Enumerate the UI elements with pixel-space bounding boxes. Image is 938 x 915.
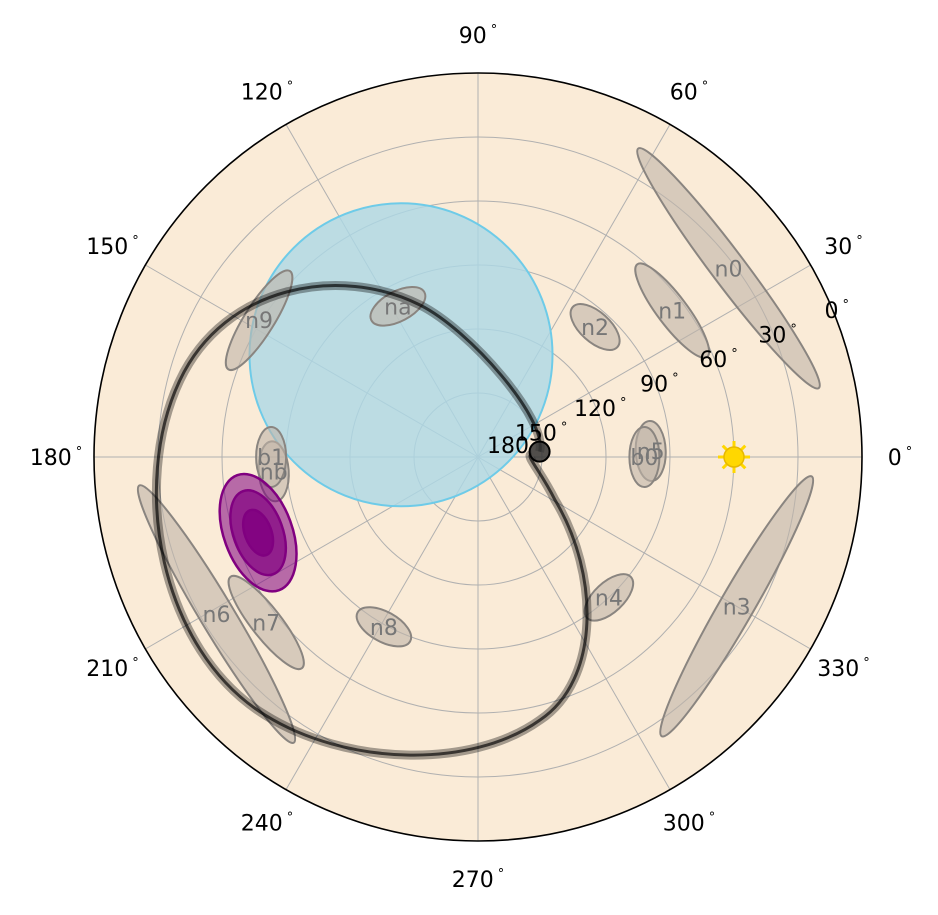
theta-tick-180: 180 ° [30, 445, 83, 471]
theta-tick-90: 90 ° [459, 23, 498, 49]
path-line [154, 284, 589, 757]
theta-tick-30: 30 ° [824, 234, 863, 260]
theta-tick-120: 120 ° [241, 80, 294, 106]
path-start-marker [528, 440, 551, 463]
tick-labels: n0 n1 n2 n3 n4 n5 n6 n7 n8 n9 na nb b0 b1 0 ° 30 ° 60 ° 90 ° 1… [30, 23, 913, 893]
theta-tick-0: 0 ° [888, 445, 913, 471]
node-label-n7: n7 [252, 612, 280, 637]
node-label-n2: n2 [581, 316, 609, 341]
node-label-n1: n1 [658, 300, 686, 325]
theta-tick-330: 330 ° [817, 656, 870, 682]
theta-tick-60: 60 ° [670, 80, 709, 106]
radial-center-label: 180 [487, 434, 529, 459]
radial-tick-0: 0 ° [825, 298, 850, 324]
node-n8 [355, 606, 413, 648]
polar-axes-border [93, 72, 863, 842]
node-label-n9: n9 [245, 309, 273, 334]
node-n6 [136, 484, 297, 744]
node-n3 [659, 475, 815, 738]
viewing-cone [248, 202, 554, 508]
theta-tick-210: 210 ° [86, 656, 139, 682]
node-label-n3: n3 [723, 595, 751, 620]
node-label-na: na [384, 295, 411, 320]
sun-disc [723, 446, 745, 468]
node-n0 [636, 147, 821, 390]
theta-tick-300: 300 ° [663, 811, 716, 837]
node-b0 [628, 426, 661, 488]
theta-tick-270: 270 ° [452, 867, 505, 893]
node-label-n5: n5 [637, 440, 665, 465]
node-n2 [569, 303, 621, 351]
node-label-n8: n8 [370, 616, 398, 641]
contour-level-3 [241, 508, 275, 557]
node-label-b1: b1 [257, 446, 285, 471]
node-label-b0: b0 [630, 446, 658, 471]
node-label-n6: n6 [203, 603, 231, 628]
node-n7 [227, 574, 305, 671]
node-label-n0: n0 [715, 257, 743, 282]
theta-tick-240: 240 ° [241, 811, 294, 837]
node-n1 [634, 262, 711, 359]
sun-marker [718, 441, 750, 473]
theta-tick-150: 150 ° [86, 234, 139, 260]
node-label-nb: nb [260, 460, 288, 485]
chart-marks [136, 147, 821, 760]
node-label-n4: n4 [595, 586, 623, 611]
